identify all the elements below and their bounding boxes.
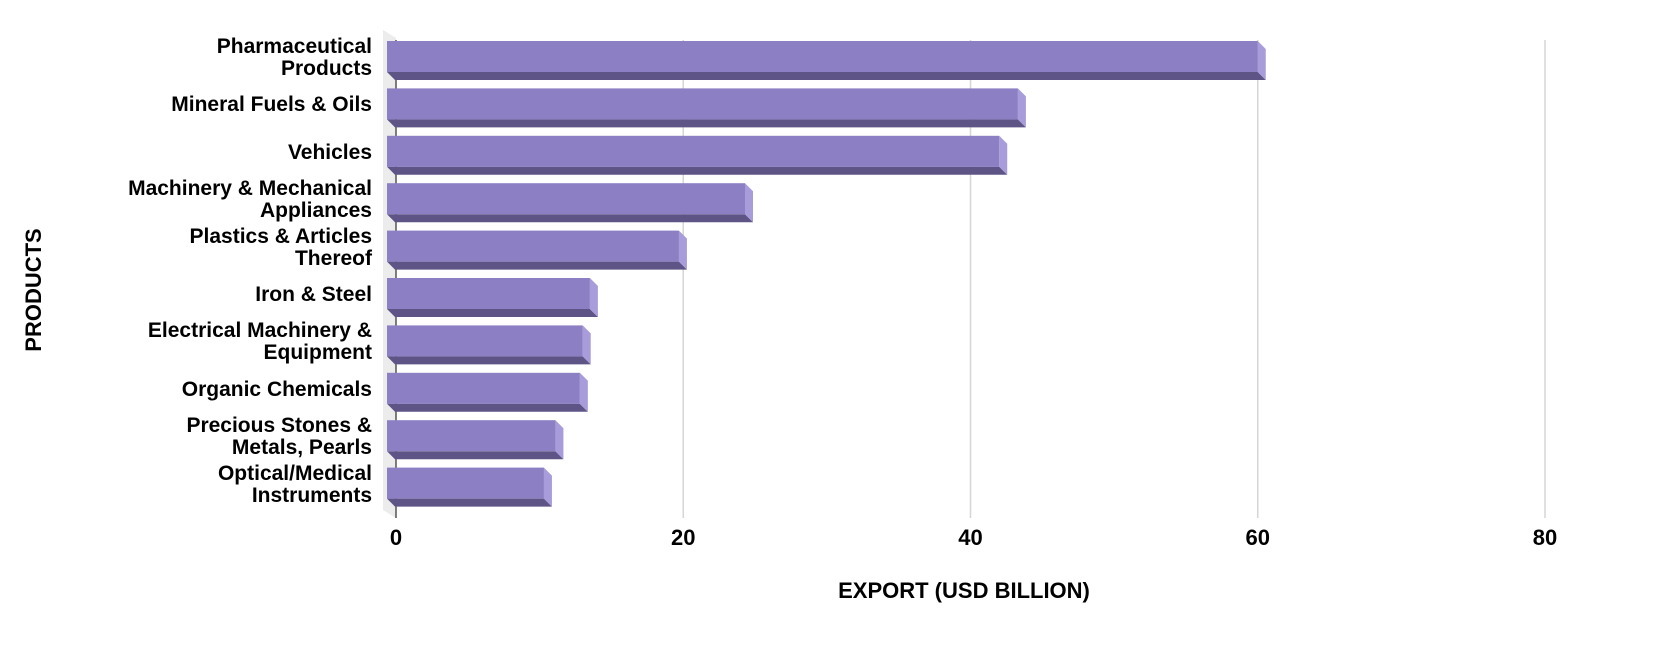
bar	[387, 41, 1258, 72]
y-tick-label: Plastics & Articles Thereof	[189, 224, 372, 270]
y-axis-title: PRODUCTS	[21, 228, 46, 351]
bar-bottom	[387, 403, 588, 412]
x-tick-label: 60	[1246, 525, 1270, 550]
x-tick-label: 0	[390, 525, 402, 550]
bar-side	[555, 420, 564, 460]
bar	[387, 278, 590, 309]
bar-side	[745, 183, 754, 223]
y-tick-label: Vehicles	[287, 140, 372, 164]
bar	[387, 372, 580, 404]
bar-side	[582, 325, 591, 365]
y-tick-label: Electrical Machinery & Equipment	[147, 319, 372, 365]
y-tick-label: Pharmaceutical Products	[216, 35, 372, 80]
y-tick-label: Organic Chemicals	[181, 377, 372, 401]
bar-bottom	[387, 309, 598, 317]
y-tick-label: Precious Stones & Metals, Pearls	[186, 414, 372, 460]
bar	[387, 467, 544, 499]
bar-bottom	[387, 72, 1266, 80]
x-axis-title: EXPORT (USD BILLION)	[838, 578, 1090, 603]
bar-side	[589, 278, 598, 317]
bar-bottom	[387, 261, 687, 270]
bar-side	[579, 372, 588, 412]
bar	[387, 183, 746, 215]
x-tick-label: 40	[958, 525, 982, 550]
bar	[387, 325, 583, 357]
x-tick-label: 20	[671, 525, 695, 550]
bar-bottom	[387, 166, 1008, 175]
y-tick-label: Mineral Fuels & Oils	[171, 93, 372, 117]
bar-side	[999, 135, 1008, 175]
bar-bottom	[387, 356, 591, 365]
bar-side	[678, 230, 687, 270]
bar	[387, 88, 1018, 120]
bar-side	[1257, 41, 1266, 80]
bar-bottom	[387, 214, 754, 223]
bar-bottom	[387, 451, 564, 460]
bar-side	[543, 467, 552, 507]
bar-bottom	[387, 119, 1026, 128]
y-tick-label: Machinery & Mechanical Appliances	[128, 177, 372, 223]
bar-side	[1017, 88, 1026, 128]
y-tick-label: Optical/Medical Instruments	[217, 461, 372, 507]
y-tick-label: Iron & Steel	[255, 283, 372, 306]
bar	[387, 420, 556, 452]
bar	[387, 135, 1000, 167]
x-tick-label: 80	[1533, 525, 1557, 550]
bar	[387, 230, 679, 262]
bar-bottom	[387, 498, 552, 507]
